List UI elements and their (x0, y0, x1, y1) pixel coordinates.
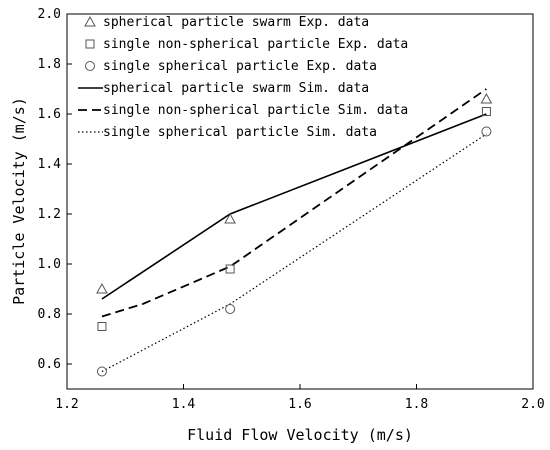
x-tick-label: 1.8 (405, 397, 428, 412)
legend-triangle-swatch (84, 15, 96, 27)
legend-square-swatch (85, 39, 95, 49)
y-tick-label: 2.0 (38, 7, 61, 22)
y-axis-title: Particle Velocity (m/s) (10, 97, 28, 305)
legend-label: single non-spherical particle Sim. data (103, 103, 408, 118)
x-axis-title: Fluid Flow Velocity (m/s) (187, 426, 413, 444)
series-line-3 (101, 113, 487, 300)
tick-group: 1.2 1.4 1.6 1.8 2.0 0.6 0.8 1.0 1.2 1.4 1.6 1.8 2.0 (38, 7, 545, 412)
series-line-5 (101, 133, 487, 373)
x-tick-label: 1.4 (172, 397, 196, 412)
legend-label: spherical particle swarm Sim. data (103, 81, 369, 96)
series-line-4 (101, 88, 487, 318)
data-point-circle (225, 304, 236, 314)
series-markers (96, 92, 493, 377)
y-tick-label: 0.6 (38, 357, 61, 372)
legend-label: single non-spherical particle Exp. data (103, 37, 408, 52)
data-point-triangle (224, 212, 236, 224)
y-tick-label: 1.4 (38, 157, 62, 172)
data-point-circle (481, 126, 492, 137)
x-tick-label: 1.6 (288, 397, 311, 412)
y-tick-label: 1.0 (38, 257, 61, 272)
y-tick-label: 1.2 (38, 207, 61, 222)
legend-label: single spherical particle Sim. data (103, 125, 377, 140)
data-point-triangle (480, 92, 493, 104)
legend-circle-swatch (85, 61, 95, 71)
legend-label: spherical particle swarm Exp. data (103, 15, 369, 30)
y-tick-label: 0.8 (38, 307, 61, 322)
y-tick-label: 1.8 (38, 57, 61, 72)
data-point-square (481, 107, 491, 116)
x-tick-label: 2.0 (521, 397, 544, 412)
data-point-circle (96, 366, 107, 377)
legend: spherical particle swarm Exp. data single… (78, 15, 408, 140)
y-tick-label: 1.6 (38, 107, 61, 122)
x-tick-label: 1.2 (55, 397, 78, 412)
data-point-square (97, 322, 107, 331)
legend-label: single spherical particle Exp. data (103, 59, 377, 74)
data-point-triangle (96, 282, 108, 294)
data-point-square (225, 264, 235, 274)
